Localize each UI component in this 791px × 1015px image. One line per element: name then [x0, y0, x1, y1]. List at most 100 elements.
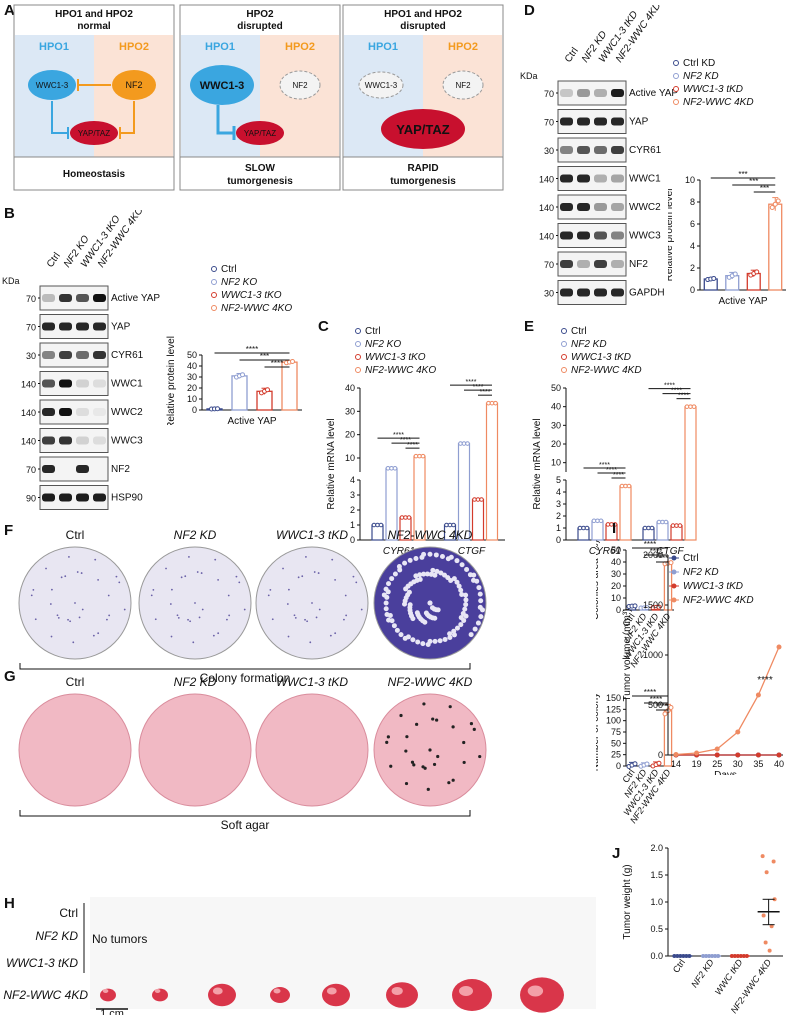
colony-dot [309, 641, 312, 644]
tumor-photo-panel: Ctrl NF2 KD WWC1-3 tKD No tumors NF2-WWC 4KD… [0, 895, 600, 1015]
chart-c: 0 1 2 3 4 10 20 30 40 Relative mRNA level CYR61 CTG… [318, 320, 513, 565]
chart-svg: 0 2 4 6 8 10 Relative protein level Active YAP *… [668, 58, 786, 307]
dish-gap [413, 573, 419, 579]
protein-label: Active YAP [111, 293, 160, 304]
colony-dot [469, 722, 474, 726]
y-tick-label: 0 [690, 285, 695, 295]
panel-label-i: I [612, 520, 617, 537]
data-point [632, 761, 638, 767]
dish-gap [471, 577, 477, 583]
y-tick-label: 40 [551, 402, 561, 412]
data-point [215, 406, 220, 412]
colony-dot [331, 558, 334, 561]
blot-band [611, 231, 624, 240]
dish-label: NF2 KD [174, 528, 217, 542]
dish-gap [387, 612, 393, 618]
protein-label: NF2 [629, 259, 648, 270]
data-point [662, 711, 668, 717]
legend-marker [671, 569, 677, 575]
colony-dot [352, 575, 355, 578]
sig-label: *** [760, 184, 769, 193]
tumor-highlight [459, 986, 473, 996]
dish-gap [413, 555, 419, 561]
category-label: CYR61 [589, 546, 621, 557]
colony-dot [451, 725, 455, 729]
y-tick-label: 2 [690, 263, 695, 273]
dish-label: Ctrl [66, 528, 85, 542]
colony-dot [198, 616, 201, 619]
data-point [663, 519, 669, 525]
sig-label: **** [271, 359, 283, 368]
protein-label: GAPDH [629, 288, 665, 299]
inhibit-line [51, 101, 68, 134]
colony-dot [360, 608, 363, 611]
protein-label: CYR61 [629, 145, 662, 156]
dish-gap [430, 567, 436, 573]
data-point [451, 522, 456, 528]
colony-dot [306, 620, 309, 623]
dish-gap [429, 605, 435, 611]
wwc-label: WWC1-3 [365, 81, 398, 90]
data-point [735, 729, 741, 735]
y-tick-label: 8 [690, 197, 695, 207]
dish-gap [451, 576, 457, 582]
dish-label: Ctrl [66, 675, 85, 689]
data-point [479, 497, 484, 502]
hpo2-label: HPO2 [119, 41, 149, 53]
colony-dishes: Ctrl NF2 KD WWC1-3 tKD NF2-WWC 4KD Colony fo… [0, 525, 580, 687]
protein-label: WWC3 [629, 231, 661, 242]
colony-dot [313, 571, 316, 573]
colony-dot [123, 608, 126, 611]
y-tick-label: 2000 [643, 550, 663, 560]
blot-band [594, 288, 607, 297]
y-axis-label: Relative mRNA level [326, 418, 337, 509]
inhibit-line [216, 105, 234, 135]
colony-dot [329, 634, 332, 637]
legend-marker [211, 279, 217, 285]
colony-dot [448, 705, 452, 709]
data-point [465, 441, 470, 446]
nf2-node [112, 70, 156, 100]
nf2-node [442, 70, 484, 100]
data-point [626, 483, 632, 489]
dish-gap [458, 587, 464, 593]
tumor [386, 982, 418, 1008]
dish-gap [414, 610, 420, 616]
sig-label: **** [466, 379, 477, 386]
y-tick-label: 100 [606, 716, 621, 726]
nf2-node [279, 70, 321, 100]
blot-band [577, 146, 590, 154]
colony-dot [115, 575, 118, 578]
colony-dot [435, 718, 439, 722]
y-tick-label: 5 [556, 475, 561, 485]
blot-band [577, 117, 590, 126]
colony-dot [81, 608, 84, 611]
blot-band [42, 465, 55, 473]
hpo2-label: HPO2 [285, 41, 315, 53]
colony-dot [118, 581, 121, 584]
colony-dot [386, 735, 390, 739]
y-tick-label: 4 [556, 487, 561, 497]
legend-label: Ctrl [221, 264, 237, 275]
blot-band [560, 231, 573, 240]
colony-dot [107, 594, 110, 597]
protein-label: WWC2 [629, 202, 661, 213]
sig-label: **** [644, 540, 656, 549]
colony-dot [478, 754, 482, 759]
colony-dot [426, 787, 430, 791]
tumor [208, 983, 236, 1007]
colony-dot [451, 778, 455, 782]
tumor-highlight [527, 985, 544, 997]
blot-band [560, 260, 573, 268]
y-tick-label: 40 [611, 557, 621, 567]
colony-dot [154, 618, 157, 621]
data-point [420, 453, 426, 459]
sig-label: *** [749, 177, 758, 186]
colony-dot [304, 618, 306, 621]
y-axis-label: Tumor volume (mm³) [622, 609, 633, 702]
colony-dot [462, 740, 466, 745]
blot-band [42, 408, 55, 416]
nf2-label: NF2 [125, 80, 142, 90]
